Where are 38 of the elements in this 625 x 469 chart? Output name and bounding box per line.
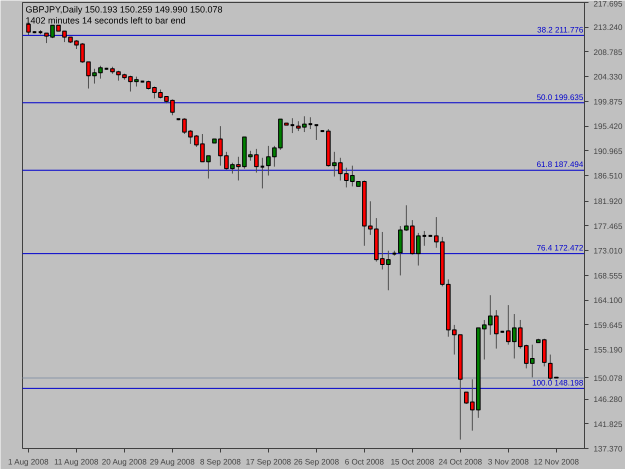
chart-title: GBPJPY,Daily 150.193 150.259 149.990 150.078 <box>26 4 222 14</box>
x-tick-label: 1 Aug 2008 <box>8 458 50 466</box>
y-tick-label: 168.555 <box>594 271 623 280</box>
y-tick-label: 213.240 <box>594 23 623 32</box>
x-tick-label: 26 Sep 2008 <box>294 458 340 466</box>
ref-line-label: 76.4 172.472 <box>536 244 584 253</box>
y-tick-label: 146.280 <box>594 395 623 404</box>
y-tick-label: 159.645 <box>594 320 623 330</box>
ref-line-label: 100.0 148.198 <box>532 378 584 388</box>
y-tick-label: 190.965 <box>594 146 623 156</box>
y-tick-label: 204.330 <box>594 72 623 82</box>
y-tick-label: 195.420 <box>594 122 623 132</box>
x-tick-label: 17 Sep 2008 <box>246 458 292 466</box>
y-tick-label: 177.465 <box>594 222 623 231</box>
y-tick-label: 141.825 <box>594 420 623 429</box>
text: 1402 minutes 14 seconds left to bar end <box>26 16 186 26</box>
ref-line-label: 61.8 187.494 <box>536 160 584 170</box>
y-tick-label: 199.875 <box>594 97 623 106</box>
x-tick-label: 11 Aug 2008 <box>54 458 99 466</box>
x-tick-label: 29 Aug 2008 <box>150 458 196 466</box>
y-tick-label: 155.190 <box>594 346 623 355</box>
y-tick-label: 186.510 <box>594 172 623 181</box>
x-tick-label: 20 Aug 2008 <box>102 458 148 466</box>
ref-line-label: 50.0 199.635 <box>536 92 584 102</box>
y-tick-label: 208.785 <box>594 48 623 57</box>
y-tick-label: 173.010 <box>594 246 623 256</box>
x-tick-label: 12 Nov 2008 <box>534 458 580 466</box>
y-tick-label: 137.370 <box>594 444 623 454</box>
x-tick-label: 6 Oct 2008 <box>344 458 384 466</box>
y-tick-label: 150.078 <box>594 374 623 383</box>
x-tick-label: 8 Sep 2008 <box>200 458 242 466</box>
ref-line-label: 38.2 211.776 <box>537 25 584 34</box>
x-tick-label: 15 Oct 2008 <box>390 458 435 466</box>
x-tick-label: 24 Oct 2008 <box>438 458 483 466</box>
x-tick-label: 3 Nov 2008 <box>488 458 530 466</box>
y-tick-label: 164.100 <box>594 296 623 306</box>
y-tick-label: 181.920 <box>594 197 623 206</box>
y-tick-label: 217.695 <box>594 0 623 8</box>
